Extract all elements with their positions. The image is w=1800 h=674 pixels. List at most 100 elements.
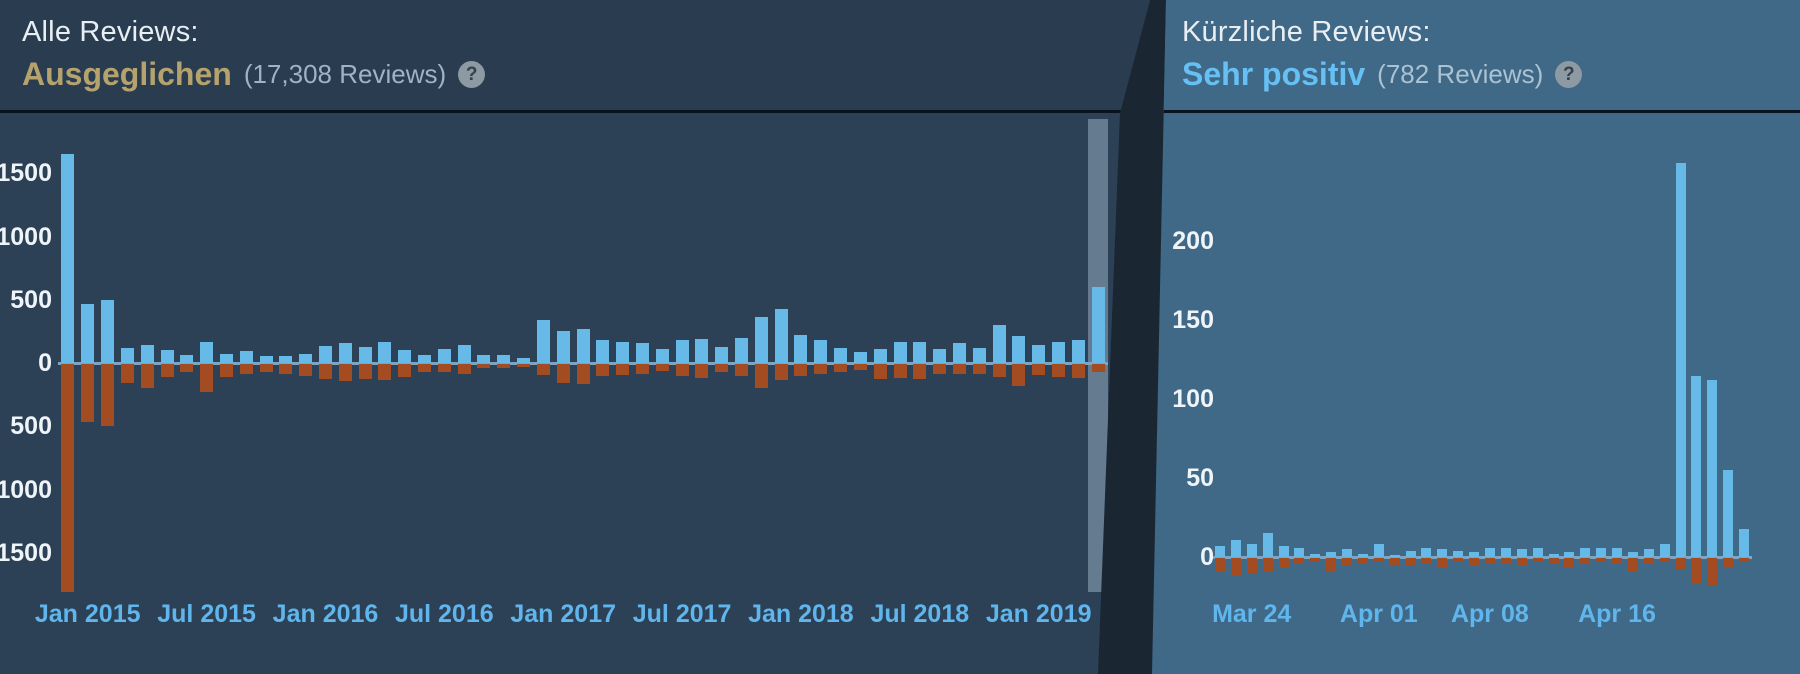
bar-negative[interactable] [1707, 558, 1718, 585]
bar-negative[interactable] [1421, 558, 1432, 565]
bar-positive[interactable] [853, 351, 867, 363]
bar-negative[interactable] [101, 364, 114, 426]
bar-negative[interactable] [992, 364, 1006, 377]
bar-positive[interactable] [1659, 544, 1670, 557]
bar-negative[interactable] [735, 364, 748, 376]
bar-negative[interactable] [418, 364, 431, 373]
bar-positive[interactable] [1262, 533, 1273, 557]
bar-positive[interactable] [814, 340, 828, 363]
bar-negative[interactable] [1294, 558, 1305, 563]
bar-positive[interactable] [1532, 547, 1543, 557]
bar-negative[interactable] [1230, 558, 1241, 576]
bar-negative[interactable] [1342, 558, 1352, 566]
bar-positive[interactable] [576, 328, 590, 363]
bar-positive[interactable] [952, 342, 966, 363]
bar-negative[interactable] [576, 364, 590, 385]
bar-negative[interactable] [794, 364, 808, 376]
bar-positive[interactable] [992, 325, 1006, 364]
bar-negative[interactable] [1091, 364, 1105, 372]
bar-positive[interactable] [437, 349, 451, 363]
bar-negative[interactable] [378, 364, 392, 380]
bar-negative[interactable] [814, 364, 828, 375]
bar-positive[interactable] [120, 347, 134, 363]
bar-positive[interactable] [1278, 546, 1289, 557]
bar-positive[interactable] [418, 355, 431, 363]
bar-positive[interactable] [1246, 544, 1257, 557]
bar-positive[interactable] [1548, 553, 1559, 557]
bar-negative[interactable] [497, 364, 511, 368]
bar-positive[interactable] [219, 353, 233, 363]
bar-positive[interactable] [1357, 553, 1368, 557]
bar-positive[interactable] [596, 339, 610, 363]
recent-reviews-histogram-plot[interactable] [1212, 115, 1752, 592]
bar-negative[interactable] [834, 364, 847, 372]
bar-negative[interactable] [457, 364, 471, 374]
bar-positive[interactable] [873, 349, 887, 363]
all-reviews-chart[interactable]: 1500 1000 500 0 500 1000 1500 Jan 2015 Jul 2015 J… [0, 113, 1150, 674]
bar-negative[interactable] [635, 364, 649, 375]
bar-positive[interactable] [1739, 528, 1750, 557]
bar-negative[interactable] [1246, 558, 1257, 574]
bar-positive[interactable] [497, 354, 511, 363]
bar-negative[interactable] [1310, 558, 1321, 562]
bar-negative[interactable] [1469, 558, 1480, 566]
bar-negative[interactable] [1262, 558, 1273, 571]
bar-negative[interactable] [774, 364, 788, 381]
bar-positive[interactable] [1691, 375, 1702, 557]
bar-negative[interactable] [1564, 558, 1575, 568]
bar-negative[interactable] [1032, 364, 1046, 376]
bar-positive[interactable] [1516, 549, 1527, 557]
bar-positive[interactable] [1596, 547, 1607, 557]
bar-negative[interactable] [1516, 558, 1527, 566]
help-icon[interactable]: ? [1555, 61, 1583, 88]
bar-positive[interactable] [655, 348, 669, 363]
bar-negative[interactable] [1532, 558, 1543, 562]
bar-positive[interactable] [517, 357, 531, 363]
bar-negative[interactable] [1500, 558, 1511, 565]
bar-negative[interactable] [1437, 558, 1448, 568]
bar-positive[interactable] [1453, 550, 1464, 557]
bar-positive[interactable] [794, 335, 808, 363]
recent-reviews-rating-summary[interactable]: Sehr positiv [1182, 56, 1366, 92]
help-icon[interactable]: ? [458, 61, 486, 88]
bar-positive[interactable] [735, 338, 748, 363]
bar-positive[interactable] [1294, 547, 1305, 557]
bar-negative[interactable] [1612, 558, 1622, 563]
bar-negative[interactable] [1012, 364, 1026, 386]
bar-negative[interactable] [160, 364, 174, 378]
bar-negative[interactable] [754, 364, 768, 388]
bar-negative[interactable] [437, 364, 451, 373]
bar-positive[interactable] [1580, 547, 1591, 557]
bar-positive[interactable] [200, 342, 214, 363]
bar-positive[interactable] [1723, 470, 1734, 557]
bar-negative[interactable] [259, 364, 273, 373]
bar-negative[interactable] [1453, 558, 1464, 562]
bar-negative[interactable] [1659, 558, 1670, 562]
bar-positive[interactable] [913, 341, 927, 363]
bar-positive[interactable] [398, 349, 412, 363]
bar-positive[interactable] [81, 303, 95, 363]
bar-negative[interactable] [893, 364, 907, 378]
bar-positive[interactable] [1437, 549, 1448, 557]
bar-positive[interactable] [754, 316, 768, 363]
bar-negative[interactable] [61, 364, 75, 592]
bar-negative[interactable] [239, 364, 253, 374]
bar-positive[interactable] [1389, 555, 1400, 557]
bar-negative[interactable] [913, 364, 927, 380]
bar-negative[interactable] [536, 364, 550, 376]
bar-negative[interactable] [120, 364, 134, 383]
bar-positive[interactable] [1643, 549, 1654, 557]
bar-negative[interactable] [180, 364, 194, 373]
bar-negative[interactable] [1326, 558, 1337, 571]
bar-positive[interactable] [140, 344, 154, 363]
bar-positive[interactable] [1612, 547, 1622, 557]
bar-negative[interactable] [853, 364, 867, 371]
bar-negative[interactable] [219, 364, 233, 378]
bar-positive[interactable] [616, 341, 630, 363]
bar-negative[interactable] [1627, 558, 1638, 571]
bar-positive[interactable] [1091, 287, 1105, 363]
bar-negative[interactable] [675, 364, 689, 376]
bar-negative[interactable] [1389, 558, 1400, 566]
bar-negative[interactable] [952, 364, 966, 375]
bar-positive[interactable] [457, 344, 471, 363]
